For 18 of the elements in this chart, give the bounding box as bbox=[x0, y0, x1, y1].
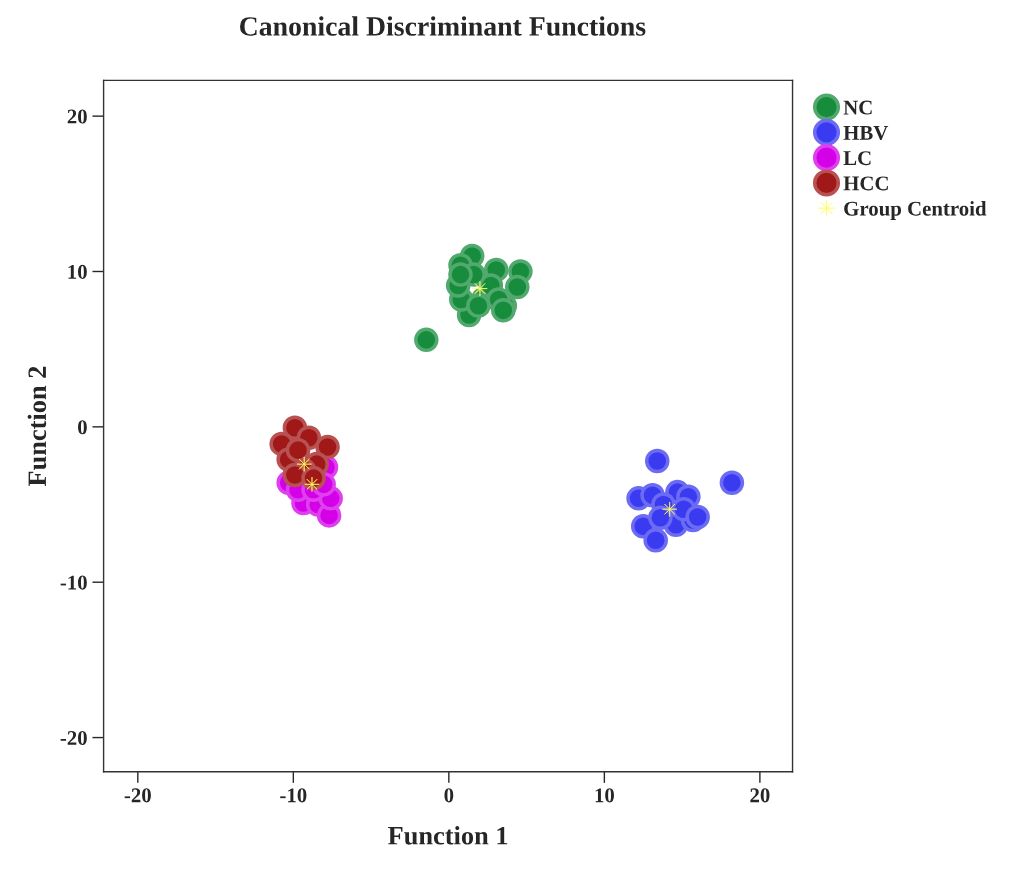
y-axis-title: Function 2 bbox=[27, 366, 47, 487]
x-axis-title: Function 1 bbox=[388, 826, 508, 845]
x-tick-label: 20 bbox=[750, 788, 770, 803]
legend-label: HBV bbox=[843, 126, 889, 140]
legend-label: NC bbox=[843, 100, 872, 115]
y-tick-label: -20 bbox=[60, 730, 87, 745]
x-tick-label: -20 bbox=[124, 788, 151, 803]
y-tick-label: -10 bbox=[60, 575, 87, 590]
x-tick-label: 10 bbox=[595, 788, 614, 803]
legend-label: LC bbox=[843, 151, 871, 166]
x-tick-label: -10 bbox=[280, 788, 307, 803]
legend-label: Group Centroid bbox=[844, 201, 987, 220]
y-tick-label: 20 bbox=[67, 109, 87, 124]
y-tick-label: 0 bbox=[78, 420, 87, 435]
x-tick-label: 0 bbox=[444, 788, 454, 803]
chart-title: Canonical Discriminant Functions bbox=[240, 16, 646, 36]
y-tick-label: 10 bbox=[68, 264, 87, 279]
legend-label: HCC bbox=[843, 176, 888, 191]
